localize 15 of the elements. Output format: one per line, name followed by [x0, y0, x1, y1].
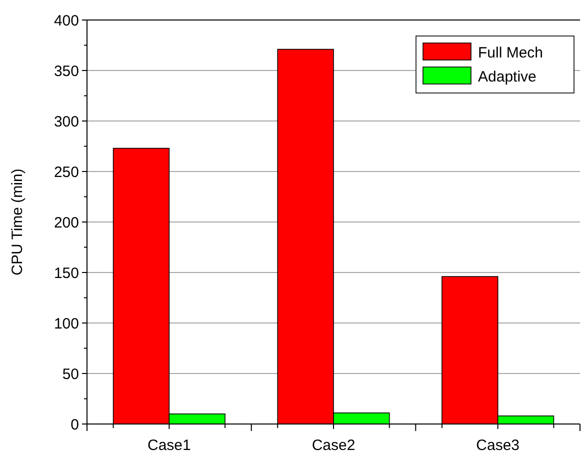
y-tick-label: 50: [62, 366, 79, 383]
y-tick-label: 100: [54, 315, 79, 332]
x-tick-label: Case3: [476, 437, 520, 454]
y-tick-label: 350: [54, 62, 79, 80]
y-tick-label: 150: [54, 264, 79, 282]
y-tick-label: 300: [54, 113, 79, 130]
x-tick-label: Case2: [312, 437, 356, 454]
y-tick-label: 400: [54, 12, 79, 30]
legend-label: Adaptive: [478, 68, 536, 86]
legend-label: Full Mech: [478, 44, 544, 62]
y-axis-title: CPU Time (min): [9, 168, 26, 276]
y-tick-label: 200: [54, 214, 79, 232]
y-tick-label: 0: [70, 416, 79, 434]
x-tick-label: Case1: [147, 437, 191, 454]
y-tick-label: 250: [54, 164, 79, 181]
